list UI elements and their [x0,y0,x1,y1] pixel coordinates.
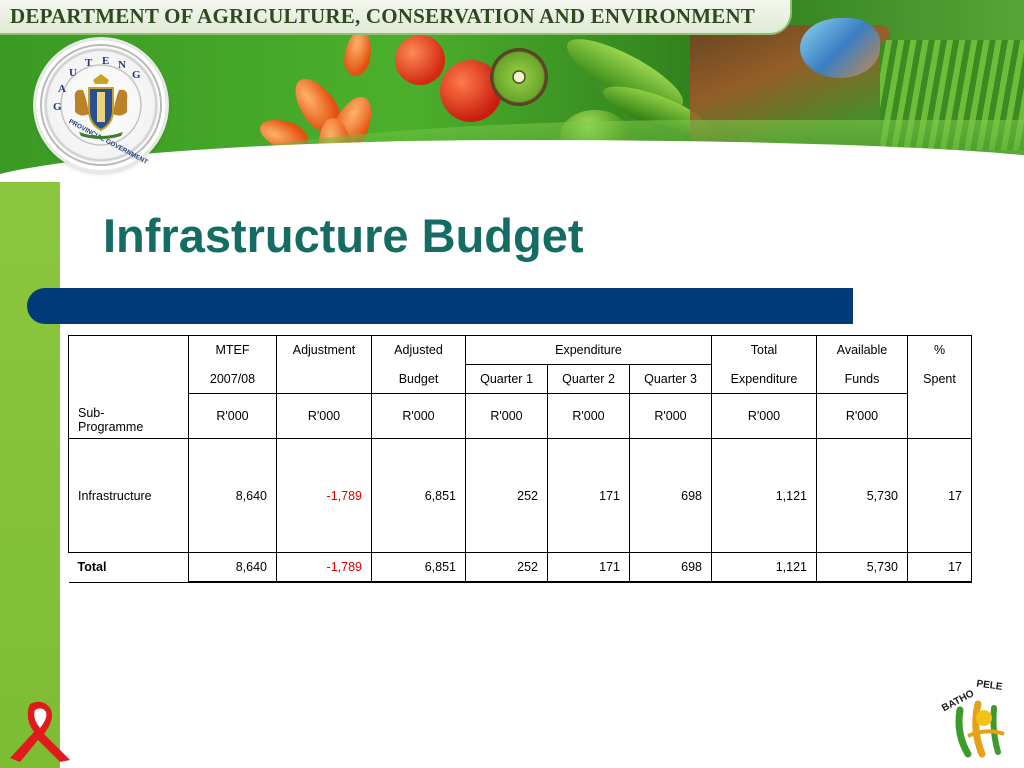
unit-cell: R'000 [547,393,630,439]
batho-pele-logo: BATHO PELE [940,678,1005,758]
department-title: DEPARTMENT OF AGRICULTURE, CONSERVATION … [10,4,756,28]
total-quarter-2-value: 171 [547,552,630,583]
svg-text:A: A [58,83,66,95]
unit-cell: R'000 [276,393,372,439]
quarter-2-header: Quarter 2 [547,364,630,394]
svg-text:U: U [69,67,77,79]
available-funds-value: 5,730 [816,438,908,553]
flower-image [341,28,375,78]
total-total-expenditure-value: 1,121 [711,552,817,583]
bird-image [800,18,880,78]
quarter-3-header: Quarter 3 [629,364,712,394]
quarter-1-value: 252 [465,438,548,553]
table-total-row: Total 8,640 -1,789 6,851 252 171 698 1,1… [68,552,972,583]
funds-subheader: Funds [816,364,908,394]
total-expenditure-header: Total [711,335,817,365]
table-row: Infrastructure 8,640 -1,789 6,851 252 17… [68,438,972,553]
unit-cell-empty [907,393,972,439]
unit-cell: R'000 [188,393,277,439]
budget-header: Budget [371,364,466,394]
table-header-row: Sub- Programme MTEF Adjustment Adjusted … [68,335,972,439]
total-adjustment-value: -1,789 [276,552,372,583]
total-quarter-3-value: 698 [629,552,712,583]
mtef-year-header: 2007/08 [188,364,277,394]
budget-table-container: Sub- Programme MTEF Adjustment Adjusted … [68,335,972,583]
spent-subheader: Spent [907,364,972,394]
unit-cell: R'000 [465,393,548,439]
adjustment-header: Adjustment [276,335,372,365]
percent-header: % [907,335,972,365]
kiwi-image [490,48,548,106]
header-banner: ••• ••• DEPARTMENT OF AGRICULTURE, CONSE… [0,0,1024,182]
expenditure-subheader: Expenditure [711,364,817,394]
unit-cell: R'000 [629,393,712,439]
budget-table: Sub- Programme MTEF Adjustment Adjusted … [68,335,972,583]
adjusted-header: Adjusted [371,335,466,365]
svg-text:PELE: PELE [976,678,1004,693]
total-label: Total [68,552,189,583]
unit-cell: R'000 [711,393,817,439]
quarter-1-header: Quarter 1 [465,364,548,394]
unit-cell: R'000 [816,393,908,439]
department-title-bar: DEPARTMENT OF AGRICULTURE, CONSERVATION … [0,0,792,35]
available-funds-header: Available [816,335,908,365]
adjustment-header-cont [276,364,372,394]
left-accent-bar [0,182,60,768]
gauteng-seal-logo: G A U T E N G PROVINCIAL GOVERNMENT [36,40,166,170]
svg-text:T: T [85,57,93,69]
mtef-header: MTEF [188,335,277,365]
total-expenditure-value: 1,121 [711,438,817,553]
unit-cell: R'000 [371,393,466,439]
total-adjusted-value: 6,851 [371,552,466,583]
percent-spent-value: 17 [907,438,972,553]
dots-decoration: ••• [916,160,940,176]
title-underline-bar [27,288,853,324]
quarter-2-value: 171 [547,438,630,553]
page-title: Infrastructure Budget [103,209,584,262]
svg-text:E: E [102,55,109,67]
sub-programme-header: Sub- Programme [68,335,189,439]
total-percent-spent-value: 17 [907,552,972,583]
total-quarter-1-value: 252 [465,552,548,583]
adjusted-value: 6,851 [371,438,466,553]
coat-of-arms-icon [74,74,128,139]
svg-text:N: N [118,59,126,71]
table-header-row: 2007/08 Budget Quarter 1 Quarter 2 Quart… [69,364,972,394]
svg-text:G: G [132,69,141,81]
dots-decoration: ••• [722,160,746,176]
table-unit-row: R'000 R'000 R'000 R'000 R'000 R'000 R'00… [69,393,972,439]
mtef-value: 8,640 [188,438,277,553]
total-mtef-value: 8,640 [188,552,277,583]
tomato-image [395,35,445,85]
total-available-funds-value: 5,730 [816,552,908,583]
row-name: Infrastructure [68,438,189,553]
aids-ribbon-icon [10,701,70,762]
expenditure-header: Expenditure [465,335,712,365]
svg-text:G: G [53,101,62,113]
adjustment-value: -1,789 [276,438,372,553]
quarter-3-value: 698 [629,438,712,553]
